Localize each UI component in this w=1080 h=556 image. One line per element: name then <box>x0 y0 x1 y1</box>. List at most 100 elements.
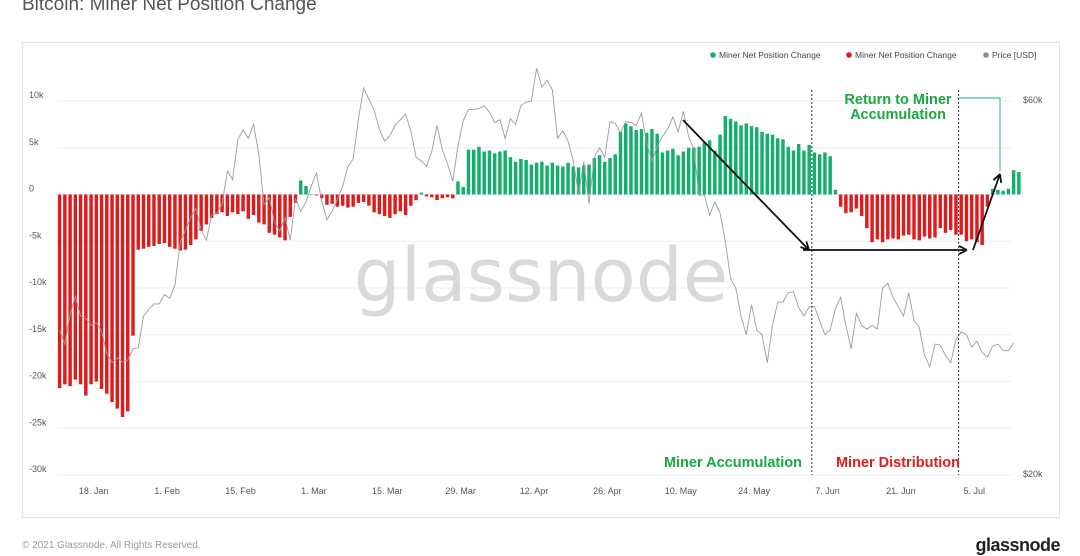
x-tick-label: 24. May <box>738 486 771 496</box>
bar <box>278 194 282 238</box>
bar <box>440 194 444 199</box>
x-tick-label: 26. Apr <box>593 486 622 496</box>
bar <box>817 154 822 195</box>
bar <box>828 156 832 195</box>
bar <box>734 121 738 195</box>
bar <box>896 194 901 240</box>
bar <box>964 194 969 242</box>
bar <box>812 152 817 195</box>
bar <box>84 194 88 396</box>
bar <box>969 194 974 240</box>
bar <box>776 138 780 195</box>
bar <box>1006 188 1011 195</box>
bar <box>377 194 382 215</box>
bar <box>1017 172 1021 195</box>
miner-accumulation-label: Miner Accumulation <box>664 455 802 471</box>
bar <box>723 115 728 195</box>
bar <box>582 165 586 195</box>
bar <box>854 194 859 209</box>
bar <box>267 194 272 233</box>
bar <box>597 155 602 195</box>
bar <box>671 148 675 195</box>
bar <box>1001 190 1005 195</box>
bar <box>299 180 303 195</box>
bar <box>624 123 628 195</box>
bar <box>980 194 984 245</box>
bar <box>409 194 413 206</box>
brand-logo: glassnode <box>975 535 1060 555</box>
bar <box>115 194 120 409</box>
bar <box>880 194 885 243</box>
bar <box>555 165 560 195</box>
bar <box>749 126 754 195</box>
bar <box>230 194 235 213</box>
bar <box>838 194 843 207</box>
bar <box>105 194 109 394</box>
chart-card: 10k 5k 0 -5k -10k -15k -20k -25k -30k $60k $20k 1… <box>22 42 1060 518</box>
bar <box>786 146 790 195</box>
bar <box>770 134 775 195</box>
bar <box>178 194 182 251</box>
bar <box>508 157 513 195</box>
x-tick-label: 1. Feb <box>154 486 180 496</box>
bar <box>162 194 167 244</box>
bar <box>152 194 156 246</box>
legend-label: Miner Net Position Change <box>855 50 957 60</box>
bar <box>571 166 576 195</box>
bar <box>503 150 507 195</box>
return-to-accumulation-label: Return to Miner <box>844 92 951 108</box>
price-line <box>59 68 1014 368</box>
bar <box>917 194 921 241</box>
bar <box>498 151 502 195</box>
bar <box>875 194 880 240</box>
legend-marker <box>846 52 852 58</box>
y-tick-label: -15k <box>29 324 47 334</box>
bar <box>540 161 544 195</box>
bar <box>262 194 266 225</box>
bar <box>681 151 686 195</box>
x-axis-ticks: 18. Jan 1. Feb 15. Feb 1. Mar 15. Mar 29. Mar… <box>79 486 985 496</box>
bar <box>225 194 230 216</box>
bar <box>157 194 161 245</box>
bar <box>796 144 801 195</box>
y-tick-label: 5k <box>29 137 39 147</box>
y-tick-label: -10k <box>29 277 47 287</box>
bar <box>110 194 114 403</box>
bar <box>513 161 518 195</box>
bar <box>372 194 376 213</box>
bar <box>781 139 785 195</box>
bar <box>519 158 523 195</box>
bar <box>466 149 471 195</box>
bar <box>686 147 691 195</box>
bar <box>928 194 932 239</box>
y-tick-label: -25k <box>29 417 47 427</box>
trend-arrow-line <box>682 119 810 251</box>
bar <box>393 194 397 215</box>
x-tick-label: 10. May <box>665 486 698 496</box>
bar <box>361 194 366 202</box>
bar <box>461 187 465 195</box>
bar <box>807 144 811 195</box>
bar <box>356 194 361 203</box>
bar <box>891 194 895 239</box>
legend-label: Miner Net Position Change <box>719 50 821 60</box>
bar <box>451 194 455 199</box>
bar <box>398 194 403 212</box>
bar <box>665 150 670 195</box>
y-tick-label: -30k <box>29 464 47 474</box>
bar <box>870 194 874 243</box>
bar <box>73 194 78 380</box>
bar <box>424 194 429 197</box>
bar <box>629 126 633 195</box>
trend-arrow-head <box>992 173 1003 184</box>
bar <box>644 132 649 195</box>
bar <box>697 146 701 195</box>
bar <box>430 194 434 198</box>
bar <box>445 194 450 198</box>
bar <box>167 194 172 247</box>
bar <box>236 194 240 215</box>
bar <box>183 194 188 250</box>
bar <box>692 147 696 195</box>
bar <box>849 194 853 213</box>
